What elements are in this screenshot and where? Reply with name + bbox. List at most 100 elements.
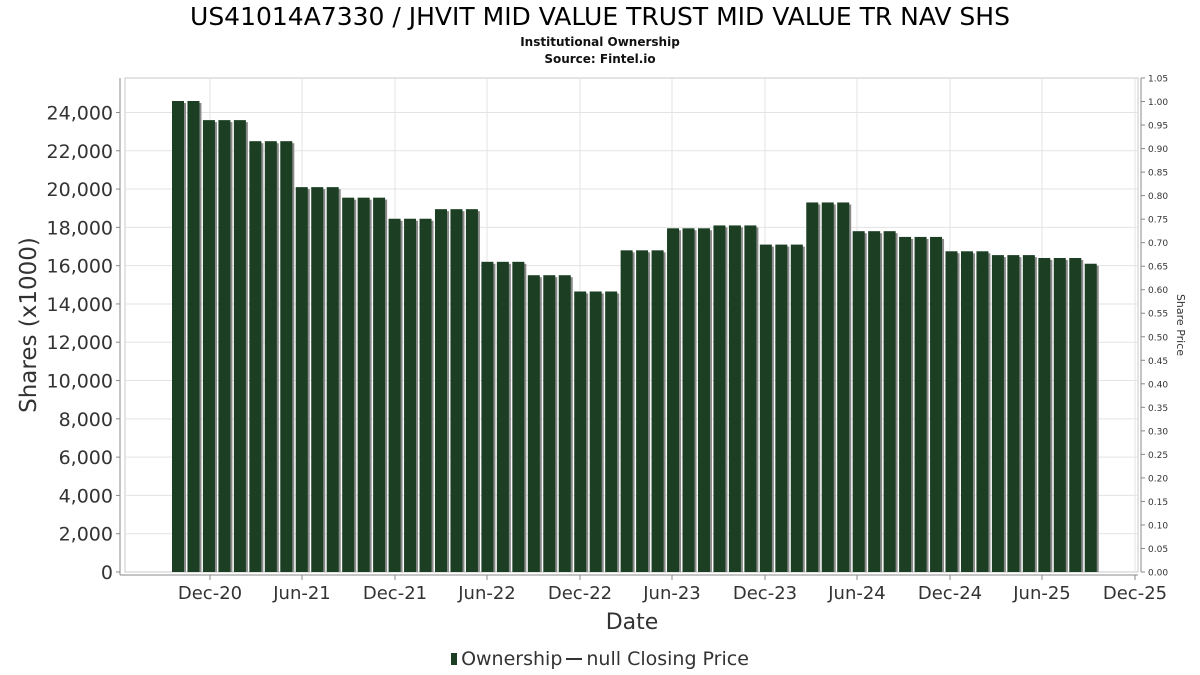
bar xyxy=(512,261,525,572)
bar xyxy=(728,225,741,572)
y2-tick-label: 0.55 xyxy=(1148,310,1168,320)
x-tick-label: Dec-20 xyxy=(178,583,242,604)
y2-tick-label: 0.20 xyxy=(1148,474,1168,484)
y2-tick-label: 0.80 xyxy=(1148,192,1168,202)
bar xyxy=(960,251,973,572)
bar xyxy=(326,187,339,573)
y-tick-label: 14,000 xyxy=(47,294,113,316)
bar xyxy=(558,275,571,572)
bar xyxy=(496,261,509,572)
y2-tick-label: 0.40 xyxy=(1148,380,1168,390)
y-tick-label: 0 xyxy=(101,562,113,584)
x-tick-label: Jun-21 xyxy=(272,583,331,604)
bar xyxy=(419,218,432,573)
bar xyxy=(837,202,850,572)
y2-tick-label: 0.25 xyxy=(1148,451,1168,461)
y-tick-label: 10,000 xyxy=(47,371,113,393)
bar xyxy=(775,244,788,572)
y-tick-label: 6,000 xyxy=(59,447,113,469)
bar xyxy=(373,197,386,573)
bar xyxy=(914,236,927,572)
x-tick-label: Dec-23 xyxy=(733,583,797,604)
bar xyxy=(1022,255,1035,572)
y2-tick-label: 0.15 xyxy=(1148,498,1168,508)
legend-ownership-swatch xyxy=(451,653,458,665)
y-tick-label: 8,000 xyxy=(59,409,113,431)
bar xyxy=(945,251,958,572)
bar xyxy=(543,275,556,572)
bar xyxy=(1069,257,1082,572)
bar xyxy=(868,231,881,573)
chart-subtitle: Institutional Ownership xyxy=(520,35,680,49)
bar xyxy=(388,218,401,573)
bar xyxy=(434,209,447,572)
x-tick-label: Jun-24 xyxy=(827,583,886,604)
bar xyxy=(172,100,184,572)
bar xyxy=(759,244,772,572)
bar xyxy=(574,291,587,572)
x-axis-title: Date xyxy=(606,610,659,635)
x-tick-label: Dec-21 xyxy=(363,583,427,604)
legend-price-label: null Closing Price xyxy=(586,648,749,670)
bar xyxy=(713,225,726,572)
bar xyxy=(806,202,819,572)
bar xyxy=(976,251,989,572)
bar xyxy=(1007,255,1020,572)
x-tick-label: Jun-22 xyxy=(457,583,516,604)
bar xyxy=(605,291,618,572)
bar xyxy=(899,236,912,572)
bar xyxy=(357,197,370,573)
chart-source: Source: Fintel.io xyxy=(544,52,656,66)
bar xyxy=(311,187,324,573)
y-tick-label: 24,000 xyxy=(47,102,113,124)
legend: Ownership null Closing Price xyxy=(0,648,1200,670)
y2-tick-label: 0.00 xyxy=(1148,569,1168,579)
y2-tick-label: 0.10 xyxy=(1148,521,1168,531)
y2-tick-label: 0.95 xyxy=(1148,122,1168,132)
bar xyxy=(821,202,834,572)
y-tick-label: 18,000 xyxy=(47,217,113,239)
chart-title: US41014A7330 / JHVIT MID VALUE TRUST MID… xyxy=(190,2,1010,31)
y-tick-label: 4,000 xyxy=(59,485,113,507)
y-tick-label: 16,000 xyxy=(47,256,113,278)
y2-tick-label: 0.75 xyxy=(1148,216,1168,226)
bar xyxy=(187,100,200,572)
bar xyxy=(249,141,262,573)
x-tick-label: Dec-25 xyxy=(1103,583,1167,604)
bar xyxy=(342,197,355,573)
bar xyxy=(852,231,865,573)
bar xyxy=(295,187,308,573)
bar xyxy=(280,141,293,573)
bar xyxy=(667,228,680,572)
bar xyxy=(481,261,494,572)
x-tick-label: Dec-24 xyxy=(918,583,982,604)
bar xyxy=(264,141,277,573)
y2-tick-label: 0.60 xyxy=(1148,286,1168,296)
y2-tick-label: 0.45 xyxy=(1148,357,1168,367)
y2-axis-title: Share Price xyxy=(1174,294,1187,356)
bar xyxy=(218,120,231,573)
legend-price-line xyxy=(566,658,583,660)
bar xyxy=(233,120,246,573)
bar xyxy=(682,228,695,572)
y2-tick-label: 0.70 xyxy=(1148,239,1168,249)
x-tick-label: Dec-22 xyxy=(548,583,612,604)
bar xyxy=(1053,257,1066,572)
y2-tick-label: 0.65 xyxy=(1148,263,1168,273)
bar xyxy=(651,250,664,573)
bar xyxy=(527,275,540,572)
y-tick-label: 22,000 xyxy=(47,141,113,163)
y2-tick-label: 0.35 xyxy=(1148,404,1168,414)
bar xyxy=(930,236,943,572)
y-tick-label: 2,000 xyxy=(59,524,113,546)
bar xyxy=(620,250,633,573)
legend-ownership-label: Ownership xyxy=(461,648,563,670)
y2-tick-label: 0.05 xyxy=(1148,545,1168,555)
y2-tick-label: 0.90 xyxy=(1148,145,1168,155)
bar xyxy=(1038,257,1051,572)
y-tick-label: 12,000 xyxy=(47,332,113,354)
bar xyxy=(450,209,463,572)
y2-tick-label: 1.05 xyxy=(1148,75,1168,85)
y2-tick-label: 0.30 xyxy=(1148,427,1168,437)
